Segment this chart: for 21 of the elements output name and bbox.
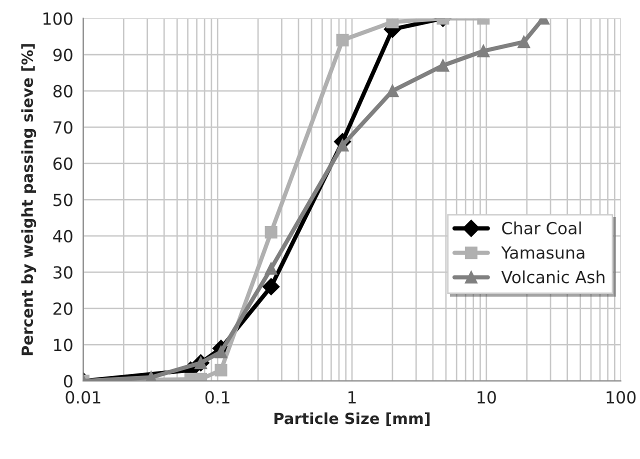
y-tick-label: 40 [53, 230, 72, 242]
y-tick-label: 80 [53, 84, 72, 98]
y-tick-label: 60 [53, 157, 72, 170]
y-axis-title: Percent by weight passing sieve [%] [21, 44, 36, 356]
y-tick-label: 0 [64, 374, 72, 388]
x-tick-label: 0.01 [66, 390, 100, 404]
x-axis-title: Particle Size [mm] [274, 412, 430, 426]
x-tick-label: 100 [606, 390, 636, 404]
y-tick-label: 30 [54, 266, 72, 279]
y-tick-label: 90 [53, 48, 72, 62]
y-tick-label: 10 [54, 338, 72, 352]
y-tick-label: 50 [54, 194, 72, 206]
legend-label: Volcanic Ash [501, 270, 604, 284]
y-tick-label: 100 [43, 12, 72, 25]
x-tick-label: 1 [348, 391, 356, 404]
y-tick-label: 70 [54, 121, 72, 134]
x-tick-label: 10 [478, 390, 496, 404]
legend-label: Yamasuna [501, 246, 584, 259]
y-tick-label: 20 [53, 302, 72, 316]
legend-label: Char Coal [502, 222, 581, 234]
x-tick-label: 0.1 [205, 390, 230, 404]
